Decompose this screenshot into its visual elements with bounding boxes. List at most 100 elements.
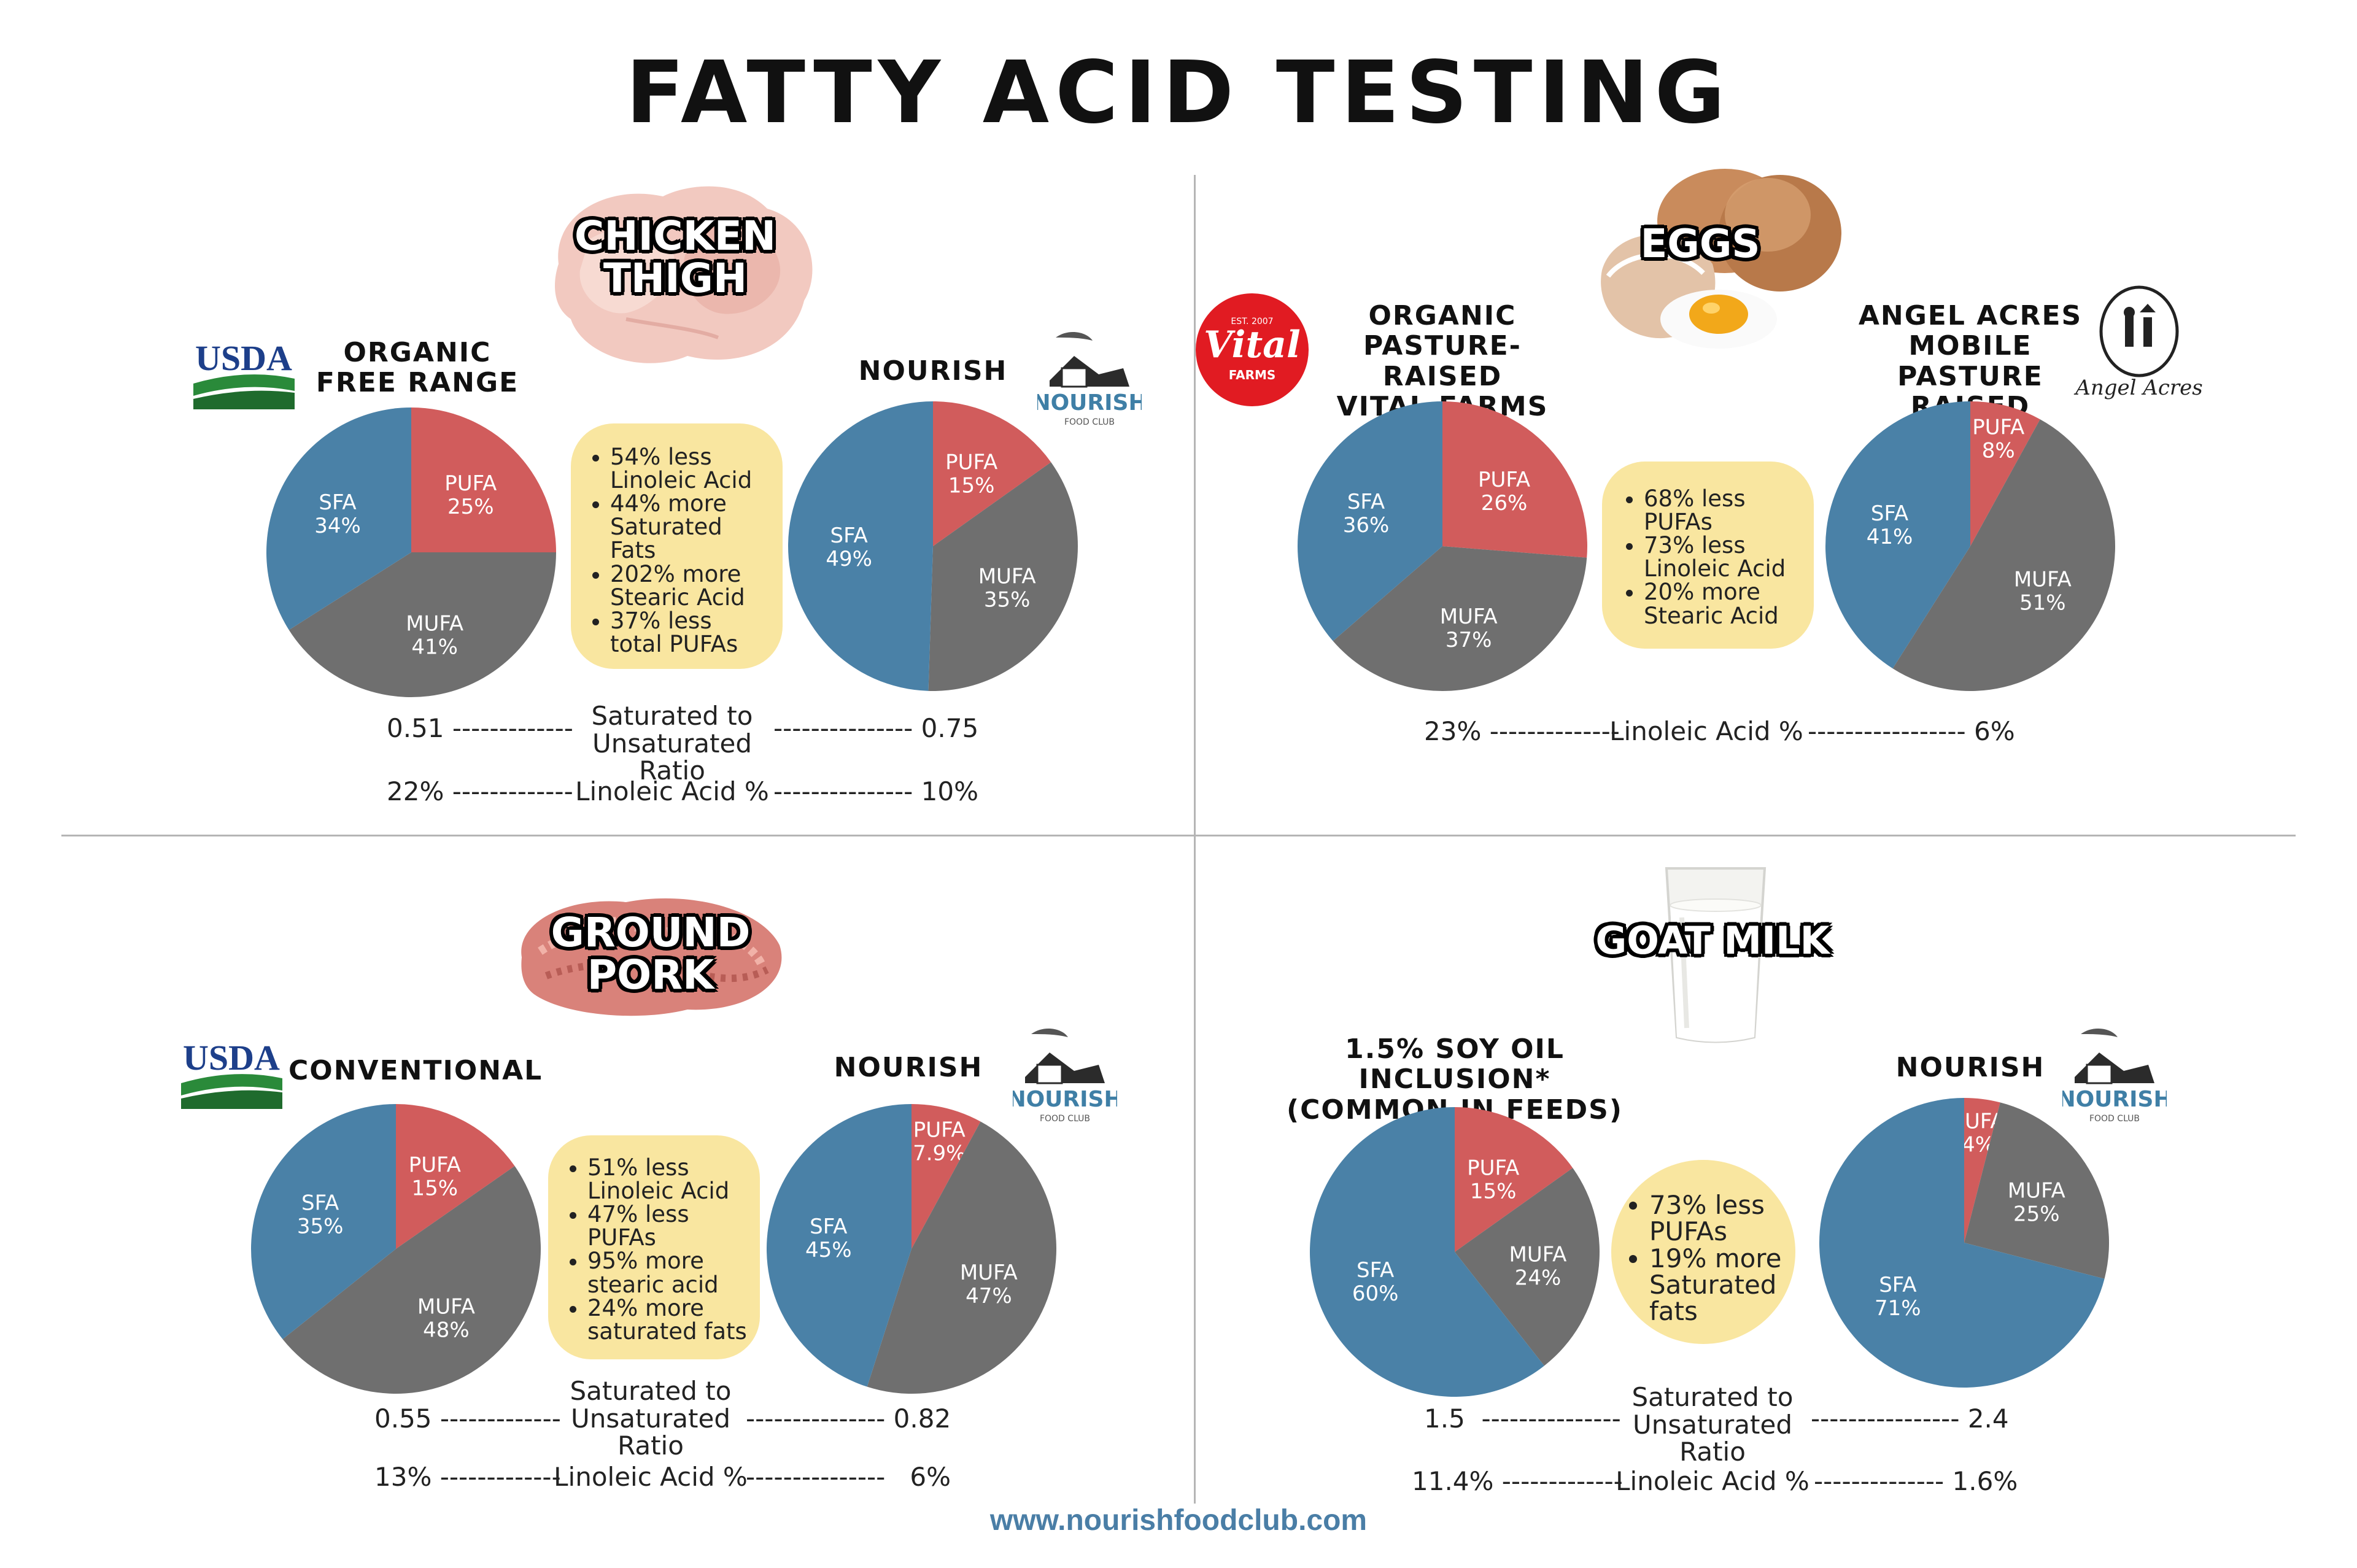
pie-slice-value: 24%: [1515, 1265, 1562, 1290]
eggs-la-left: 23% --------------: [1424, 716, 1620, 746]
pie-slice-value: 41%: [411, 635, 458, 659]
note-item: 47% less PUFAs: [587, 1203, 748, 1249]
pie-slice-value: 8%: [1982, 439, 2015, 463]
page-title: FATTY ACID TESTING: [625, 43, 1732, 143]
pie-slice-value: 71%: [1875, 1296, 1921, 1321]
pie-slice-pufa: [911, 1104, 981, 1249]
pie-slice-value: 25%: [447, 495, 494, 519]
food-label-pork: GROUND PORK: [551, 909, 751, 999]
pie-slice-label: SFA: [810, 1215, 847, 1239]
pork-right-title: NOURISH: [834, 1052, 983, 1083]
pie-slice-label: PUFA: [913, 1118, 966, 1143]
pie-slice-label: PUFA: [444, 471, 497, 496]
nourish-logo: NOURISH FOOD CLUB: [1037, 331, 1142, 427]
chicken-notes: 54% less Linoleic Acid 44% more Saturate…: [571, 423, 783, 669]
pie-slice-pufa: [411, 407, 556, 552]
chicken-ratio-label: Saturated to Unsaturated Ratio: [591, 701, 753, 786]
pie-slice-label: PUFA: [1467, 1156, 1519, 1180]
pie-slice-label: MUFA: [978, 565, 1036, 589]
pie-slice-value: 15%: [948, 473, 995, 498]
pie-slice-label: SFA: [1347, 490, 1385, 514]
pie-slice-value: 37%: [1446, 628, 1492, 652]
pork-ratio-right: --------------- 0.82: [746, 1404, 951, 1434]
pie-slice-value: 60%: [1352, 1281, 1399, 1306]
pie-slice-mufa: [1964, 1102, 2109, 1279]
note-item: 73% less Linoleic Acid: [1644, 534, 1802, 581]
pie-slice-sfa: [1298, 401, 1442, 641]
goat-ratio-label: Saturated to Unsaturated Ratio: [1631, 1382, 1794, 1467]
pie-slice-value: 7.9%: [913, 1141, 966, 1166]
chicken-left-title: ORGANIC FREE RANGE: [315, 337, 519, 399]
pie-slice-value: 49%: [826, 547, 872, 571]
eggs-photo: [1601, 169, 1841, 349]
eggs-la-right: ----------------- 6%: [1808, 716, 2015, 746]
pie-slice-value: 15%: [1470, 1179, 1517, 1203]
angel-acres-logo: Angel Acres: [2073, 285, 2203, 400]
pie-slice-label: MUFA: [2008, 1178, 2065, 1203]
pie-slice-value: 25%: [2013, 1202, 2060, 1226]
goat-la-label: Linoleic Acid %: [1616, 1466, 1809, 1496]
svg-text:EST. 2007: EST. 2007: [1231, 317, 1273, 326]
pie-slice-pufa: [1964, 1098, 2000, 1243]
chicken-ratio-right: --------------- 0.75: [773, 713, 979, 743]
pie-slice-mufa: [1455, 1168, 1600, 1366]
chicken-la-right: --------------- 10%: [773, 776, 979, 806]
goat-milk-photo: [1665, 867, 1767, 1043]
pie-slice-label: PUFA: [945, 450, 997, 474]
svg-text:USDA: USDA: [183, 1040, 280, 1078]
svg-text:Angel Acres: Angel Acres: [2073, 376, 2202, 400]
note-item: 24% more saturated fats: [587, 1296, 748, 1343]
pie-slice-pufa: [933, 401, 1051, 546]
pie-slice-value: 26%: [1481, 491, 1528, 516]
note-item: 44% more Saturated Fats: [610, 492, 770, 562]
pie-slice-label: MUFA: [960, 1261, 1018, 1285]
pie-slice-mufa: [1892, 419, 2115, 691]
note-item: 19% more Saturated fats: [1649, 1245, 1789, 1325]
pie-slice-mufa: [288, 552, 556, 697]
food-label-goat-milk: GOAT MILK: [1595, 918, 1830, 963]
chicken-thigh-photo: [555, 186, 813, 363]
pie-slice-mufa: [282, 1165, 541, 1394]
note-item: 54% less Linoleic Acid: [610, 445, 770, 492]
svg-text:FOOD CLUB: FOOD CLUB: [1064, 417, 1115, 427]
ground-pork-photo: [521, 898, 782, 1016]
pie-slice-pufa: [1442, 401, 1587, 558]
pie-slice-sfa: [1819, 1098, 2105, 1388]
pie-slice-label: MUFA: [417, 1295, 475, 1319]
pie-slice-label: MUFA: [406, 611, 463, 636]
pie-slice-label: MUFA: [2014, 568, 2072, 592]
pie-slice-label: PUFA: [1972, 415, 2024, 440]
pie-slice-label: PUFA: [1478, 468, 1530, 492]
pie-slice-mufa: [867, 1121, 1056, 1394]
pie-slice-pufa: [1970, 401, 2040, 546]
pie-slice-value: 36%: [1343, 513, 1390, 538]
note-item: 51% less Linoleic Acid: [587, 1156, 748, 1203]
pie-slice-label: SFA: [1879, 1273, 1916, 1297]
svg-text:NOURISH: NOURISH: [2062, 1087, 2167, 1112]
pork-la-label: Linoleic Acid %: [554, 1462, 748, 1492]
goat-right-title: NOURISH: [1895, 1052, 2045, 1083]
goat-la-right: -------------- 1.6%: [1814, 1466, 2018, 1496]
pie-slice-value: 45%: [805, 1238, 852, 1262]
pie-slice-label: SFA: [319, 490, 356, 515]
usda-logo: USDA: [181, 1040, 282, 1109]
website-link[interactable]: www.nourishfoodclub.com: [989, 1504, 1368, 1537]
goat-ratio-left: 1.5 ---------------: [1424, 1404, 1621, 1434]
vertical-divider: [1194, 175, 1196, 1504]
pie-slice-label: PUFA: [409, 1153, 461, 1178]
pie-slice-sfa: [788, 401, 933, 691]
pie-slice-sfa: [767, 1104, 911, 1387]
pie-slice-sfa: [266, 407, 411, 630]
pie-slice-value: 41%: [1867, 525, 1913, 549]
note-item: 20% more Stearic Acid: [1644, 581, 1802, 627]
pie-slice-sfa: [1310, 1107, 1544, 1397]
svg-text:NOURISH: NOURISH: [1037, 390, 1142, 415]
chicken-ratio-left: 0.51 -------------: [387, 713, 573, 743]
pie-slice-sfa: [1825, 401, 1970, 669]
chicken-la-label: Linoleic Acid %: [575, 776, 769, 806]
